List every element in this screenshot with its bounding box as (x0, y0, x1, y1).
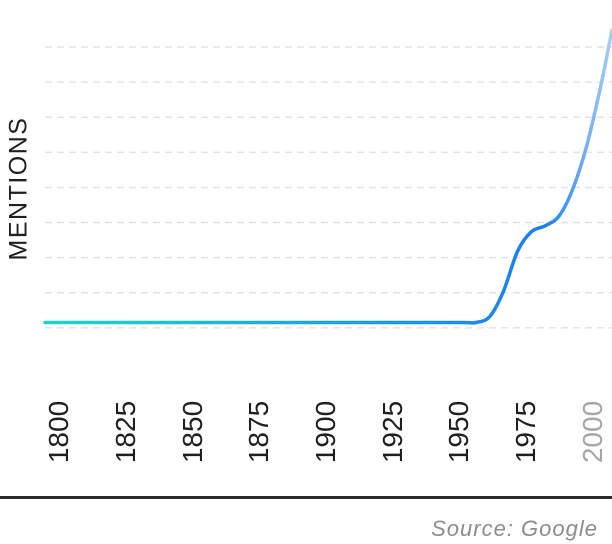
series-line (43, 28, 612, 325)
x-tick-text: 1875 (243, 400, 274, 464)
x-tick-text: 1800 (43, 400, 74, 464)
y-axis-label-text: MENTIONS (4, 116, 33, 260)
x-tick-text: 1825 (110, 400, 141, 464)
x-tick-text: 1950 (443, 400, 474, 464)
gridlines (45, 46, 612, 329)
x-tick-text: 1925 (377, 400, 408, 464)
series-group (43, 28, 612, 325)
footer-divider (0, 496, 612, 499)
x-tick-text: 1900 (310, 400, 341, 464)
x-tick-text: 1850 (177, 400, 208, 464)
y-axis-label: MENTIONS (2, 96, 36, 280)
x-tick-text: 2000 (577, 400, 608, 464)
x-tick-text: 1975 (510, 400, 541, 464)
source-note: Source: Google (431, 516, 598, 541)
